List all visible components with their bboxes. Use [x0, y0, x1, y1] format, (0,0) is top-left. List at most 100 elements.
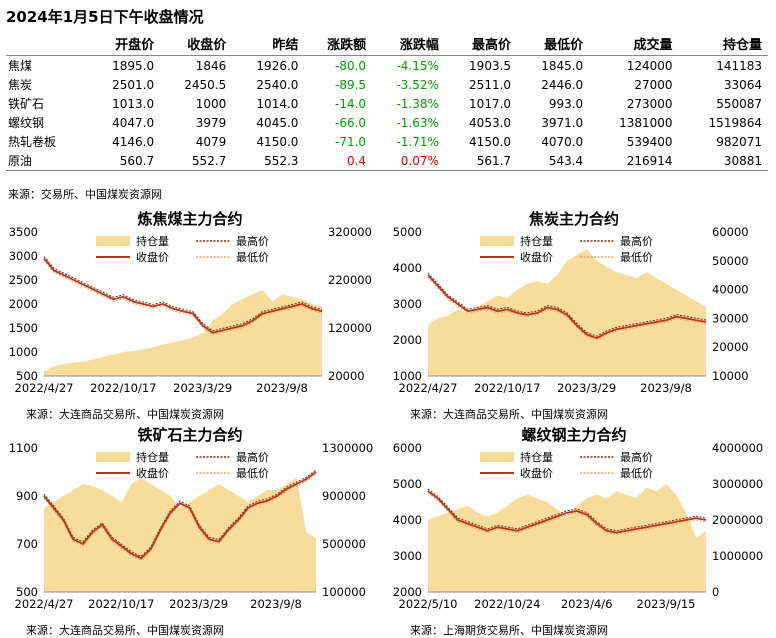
- y-left-tick: 6000: [393, 441, 422, 455]
- table-row: 原油 560.7 552.7 552.3 0.4 0.07% 561.7 543.4 21691…: [6, 151, 768, 171]
- cell-high: 1017.0: [469, 96, 512, 111]
- cell-pct: 0.07%: [372, 151, 445, 171]
- y-right-tick: 220000: [328, 273, 372, 287]
- chart-source: 来源：大连商品交易所、中国煤炭资源网: [26, 408, 224, 421]
- close-line: [427, 274, 707, 340]
- y-left-tick: 1000: [9, 345, 38, 359]
- cell-name: 热轧卷板: [8, 135, 57, 149]
- cell-oi: 550087: [716, 96, 762, 111]
- x-tick: 2023/9/8: [250, 597, 302, 611]
- cell-oi: 1519864: [708, 115, 762, 130]
- low-line: [427, 492, 707, 536]
- x-tick: 2023/3/29: [173, 381, 232, 395]
- chart-svg: 2000 3000 4000 5000 6000 0 1000000 2000000 30000…: [393, 441, 764, 611]
- cell-oi: 30881: [678, 151, 768, 171]
- cell-oi: 33064: [723, 77, 762, 92]
- cell-pct: -4.15%: [396, 58, 439, 73]
- x-tick: 2022/10/17: [90, 381, 156, 395]
- cell-close: 2450.5: [184, 77, 227, 92]
- low-line: [43, 473, 317, 562]
- chart-source: 来源：大连商品交易所、中国煤炭资源网: [410, 408, 608, 421]
- legend-label-high: 最高价: [236, 450, 269, 464]
- y-left-tick: 2000: [393, 585, 422, 599]
- chart-panel-coking-coal: 炼焦煤主力合约 来源：大连商品交易所、中国煤炭资源网 500 1000 1500 2000…: [0, 208, 380, 422]
- cell-open: 560.7: [88, 151, 161, 171]
- y-left-tick: 700: [16, 537, 38, 551]
- table-row: 铁矿石 1013.0 1000 1014.0 -14.0 -1.38% 1017.0 993.…: [6, 94, 768, 113]
- chart-source: 来源：大连商品交易所、中国煤炭资源网: [26, 624, 224, 637]
- cell-low: 543.4: [517, 151, 590, 171]
- cell-high: 1903.5: [469, 58, 512, 73]
- close-line: [427, 490, 707, 534]
- header-close: 收盘价: [160, 32, 233, 56]
- cell-open: 4146.0: [112, 134, 155, 149]
- cell-low: 4070.0: [541, 134, 584, 149]
- cell-pct: -3.52%: [396, 77, 439, 92]
- y-right-tick: 3000000: [712, 477, 763, 491]
- header-pct: 涨跌幅: [372, 32, 445, 56]
- y-left-tick: 3000: [393, 549, 422, 563]
- y-right-tick: 30000: [712, 311, 749, 325]
- cell-vol: 539400: [626, 134, 673, 149]
- chart-svg: 500 700 900 1100 100000 500000 900000 1300000 20…: [9, 441, 374, 611]
- cell-pct: -1.38%: [396, 96, 439, 111]
- cell-prev: 552.3: [232, 151, 305, 171]
- y-right-tick: 1300000: [322, 441, 373, 455]
- cell-low: 3971.0: [541, 115, 584, 130]
- cell-vol: 1381000: [619, 115, 673, 130]
- chart-svg: 500 1000 1500 2000 2500 3000 3500 20000 120000 22…: [9, 225, 372, 395]
- x-tick: 2022/10/17: [474, 381, 540, 395]
- cell-low: 1845.0: [541, 58, 584, 73]
- axes: 500 700 900 1100 100000 500000 900000 1300000 20…: [9, 441, 374, 611]
- chart-panel-coke: 焦炭主力合约 来源：大连商品交易所、中国煤炭资源网 1000 2000 3000 4000…: [384, 208, 764, 422]
- y-right-tick: 900000: [322, 489, 366, 503]
- cell-prev: 1926.0: [256, 58, 299, 73]
- y-right-tick: 50000: [712, 254, 749, 268]
- legend-swatch-oi: [96, 452, 130, 462]
- y-right-tick: 40000: [712, 283, 749, 297]
- header-open: 开盘价: [88, 32, 161, 56]
- cell-open: 4047.0: [112, 115, 155, 130]
- legend-label-close: 收盘价: [520, 250, 553, 264]
- axes: 1000 2000 3000 4000 5000 10000 20000 30000 40000…: [393, 225, 749, 395]
- legend-label-close: 收盘价: [520, 466, 553, 480]
- oi-area: [428, 484, 706, 592]
- x-tick: 2022/10/24: [474, 597, 540, 611]
- legend-label-high: 最高价: [620, 234, 653, 248]
- header-oi: 持仓量: [678, 32, 768, 56]
- y-left-tick: 2500: [9, 273, 38, 287]
- cell-chg: -80.0: [335, 58, 367, 73]
- cell-chg: -71.0: [335, 134, 367, 149]
- x-tick: 2022/4/27: [15, 381, 74, 395]
- high-line: [43, 256, 323, 332]
- x-tick: 2023/9/8: [640, 381, 692, 395]
- cell-prev: 4045.0: [256, 115, 299, 130]
- header-name: [6, 32, 88, 56]
- y-left-tick: 500: [16, 369, 38, 383]
- cell-prev: 1014.0: [256, 96, 299, 111]
- legend-label-oi: 持仓量: [136, 450, 169, 464]
- chart-svg: 1000 2000 3000 4000 5000 10000 20000 30000 40000…: [393, 225, 749, 395]
- cell-close: 1846: [195, 58, 227, 73]
- legend-label-low: 最低价: [620, 467, 653, 480]
- legend-label-low: 最低价: [236, 251, 269, 264]
- y-right-tick: 100000: [322, 585, 366, 599]
- y-right-tick: 120000: [328, 321, 372, 335]
- legend-label-low: 最低价: [236, 467, 269, 480]
- y-left-tick: 2000: [9, 297, 38, 311]
- cell-chg: -14.0: [335, 96, 367, 111]
- legend-label-high: 最高价: [236, 234, 269, 248]
- chart-title: 螺纹钢主力合约: [521, 426, 627, 444]
- y-right-tick: 320000: [328, 225, 372, 239]
- x-tick: 2023/3/29: [169, 597, 228, 611]
- y-left-tick: 5000: [393, 477, 422, 491]
- header-high: 最高价: [444, 32, 518, 56]
- axes: 2000 3000 4000 5000 6000 0 1000000 2000000 30000…: [393, 441, 764, 611]
- cell-name: 焦炭: [8, 78, 33, 92]
- close-line: [43, 257, 323, 334]
- cell-name: 螺纹钢: [8, 116, 45, 130]
- cell-vol: 27000: [634, 77, 673, 92]
